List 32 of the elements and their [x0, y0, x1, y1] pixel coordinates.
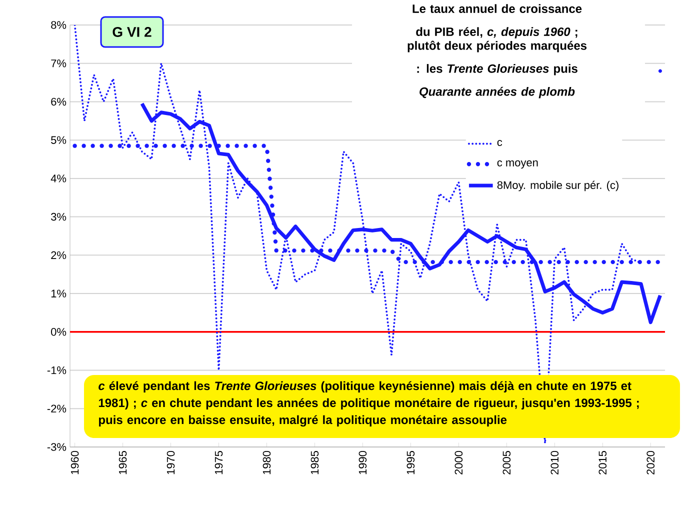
x-tick-label: 2010: [550, 450, 559, 474]
y-tick-label: 8%: [51, 21, 66, 29]
y-tick-label: 1%: [51, 290, 66, 298]
x-tick-label: 2015: [598, 450, 607, 474]
text: plutôt deux périodes marquées : les Trente Glorieuses puis Quarante années de plomb: [408, 40, 587, 98]
x-tick-label: 1975: [214, 450, 223, 474]
text: c élevé pendant les Trente Glorieuses (politique keynésienne) mais déjà en chute en 1975 et 1981) ; c en chute pendant les années de politique monétaire de rigueur, jusqu'en 1993-1995 ; puis encore en baisse ensuite, malgré la politique monétaire assouplie: [98, 381, 639, 427]
y-tick-label: 2%: [51, 251, 66, 260]
y-tick-label: -3%: [47, 443, 66, 451]
x-tick-label: 2000: [454, 450, 463, 474]
x-tick-label: 1965: [118, 450, 127, 474]
y-tick-label: -1%: [47, 366, 66, 374]
y-tick-label: 6%: [51, 98, 66, 106]
x-tick-label: 2020: [646, 450, 655, 474]
x-tick-label: 1970: [166, 450, 175, 474]
x-tick-label: 1980: [262, 450, 271, 474]
chart-title: Le taux annuel de croissance du PIB réel, c, depuis 1960 ;: [412, 4, 582, 38]
legend-label: c moyen: [497, 160, 538, 169]
legend-label: c: [497, 140, 502, 146]
x-tick-label: 1995: [406, 450, 415, 474]
x-tick-label: 1985: [310, 450, 319, 474]
x-tick-label: 1960: [70, 450, 79, 474]
y-tick-label: 4%: [50, 174, 66, 182]
y-tick-label: 5%: [51, 136, 66, 144]
x-tick-label: 1990: [358, 450, 367, 474]
annotation: G VI 2: [112, 27, 152, 37]
y-tick-label: -2%: [47, 404, 66, 412]
y-tick-label: 7%: [51, 60, 66, 68]
legend-label: 8Moy. mobile sur pér. (c): [497, 180, 618, 192]
y-tick-label: 0%: [51, 328, 66, 336]
y-tick-label: 3%: [51, 212, 66, 221]
x-tick-label: 2005: [502, 450, 511, 474]
